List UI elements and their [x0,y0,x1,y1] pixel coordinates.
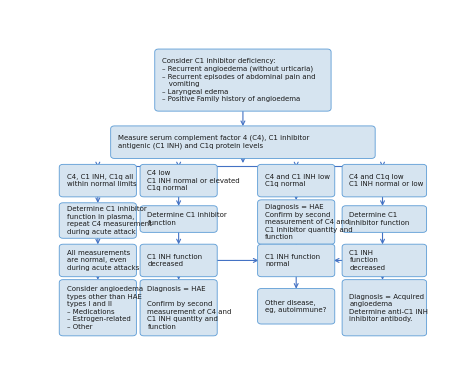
FancyBboxPatch shape [59,203,137,238]
Text: Diagnosis = HAE

Confirm by second
measurement of C4 and
C1 INH quantity and
fun: Diagnosis = HAE Confirm by second measur… [147,286,232,329]
Text: Determine C1
inhibitor function: Determine C1 inhibitor function [349,212,410,226]
Text: Diagnosis = HAE
Confirm by second
measurement of C4 and
C1 inhibitor quantity an: Diagnosis = HAE Confirm by second measur… [265,204,353,240]
Text: C1 INH
function
decreased: C1 INH function decreased [349,250,385,271]
Text: C1 INH function
decreased: C1 INH function decreased [147,254,202,267]
Text: Consider C1 inhibitor deficiency:
– Recurrent angioedema (without urticaria)
– R: Consider C1 inhibitor deficiency: – Recu… [162,58,316,102]
Text: C4 and C1 INH low
C1q normal: C4 and C1 INH low C1q normal [265,174,330,187]
Text: All measurements
are normal, even
during acute attacks: All measurements are normal, even during… [66,250,139,271]
Text: C4, C1 INH, C1q all
within normal limits: C4, C1 INH, C1q all within normal limits [66,174,136,187]
FancyBboxPatch shape [342,206,427,232]
Text: Diagnosis = Acquired
angioedema
Determine anti-C1 INH
inhibitor antibody.: Diagnosis = Acquired angioedema Determin… [349,293,428,322]
FancyBboxPatch shape [140,206,217,232]
FancyBboxPatch shape [258,244,335,277]
Text: C4 and C1q low
C1 INH normal or low: C4 and C1q low C1 INH normal or low [349,174,424,187]
FancyBboxPatch shape [59,164,137,197]
FancyBboxPatch shape [258,164,335,197]
Text: Other disease,
eg, autoimmune?: Other disease, eg, autoimmune? [265,300,326,313]
FancyBboxPatch shape [258,200,335,244]
Text: Consider angioedema
types other than HAE
types I and II
– Medications
– Estrogen: Consider angioedema types other than HAE… [66,286,143,329]
FancyBboxPatch shape [140,164,217,197]
Text: Measure serum complement factor 4 (C4), C1 inhibitor
antigenic (C1 INH) and C1q : Measure serum complement factor 4 (C4), … [118,135,310,149]
FancyBboxPatch shape [342,280,427,336]
Text: Determine C1 inhibitor
function: Determine C1 inhibitor function [147,212,227,226]
FancyBboxPatch shape [258,288,335,324]
FancyBboxPatch shape [59,244,137,277]
FancyBboxPatch shape [342,244,427,277]
FancyBboxPatch shape [140,244,217,277]
FancyBboxPatch shape [59,280,137,336]
Text: C1 INH function
normal: C1 INH function normal [265,254,320,267]
FancyBboxPatch shape [342,164,427,197]
FancyBboxPatch shape [110,126,375,159]
Text: C4 low
C1 INH normal or elevated
C1q normal: C4 low C1 INH normal or elevated C1q nor… [147,170,240,191]
Text: Determine C1 inhibitor
function in plasma,
repeat C4 measurement
during acute at: Determine C1 inhibitor function in plasm… [66,206,152,235]
FancyBboxPatch shape [155,49,331,111]
FancyBboxPatch shape [140,280,217,336]
